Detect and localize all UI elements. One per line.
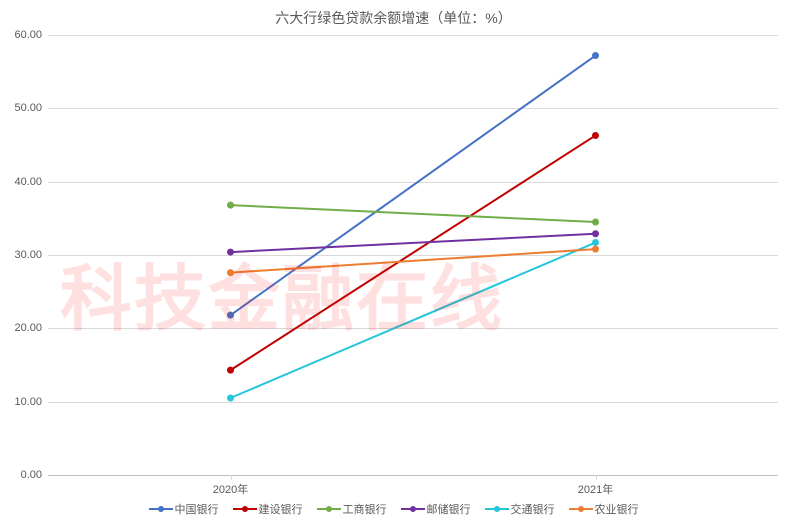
x-axis-label: 2021年 xyxy=(578,475,613,497)
series-line xyxy=(231,243,596,398)
series-marker xyxy=(227,202,234,209)
legend-label: 交通银行 xyxy=(511,501,555,517)
series-marker xyxy=(592,246,599,253)
y-axis-label: 10.00 xyxy=(14,396,48,408)
gridline xyxy=(48,475,778,476)
series-marker xyxy=(227,312,234,319)
series-line xyxy=(231,234,596,252)
legend-item: 交通银行 xyxy=(485,501,555,517)
series-marker xyxy=(227,395,234,402)
series-marker xyxy=(227,269,234,276)
legend-item: 中国银行 xyxy=(149,501,219,517)
legend-label: 中国银行 xyxy=(175,501,219,517)
legend: 中国银行 建设银行 工商银行 邮储银行 交通银行 农业银行 xyxy=(0,501,787,517)
legend-marker xyxy=(569,508,593,510)
y-axis-label: 0.00 xyxy=(21,469,48,481)
series-marker xyxy=(227,249,234,256)
legend-item: 工商银行 xyxy=(317,501,387,517)
legend-marker xyxy=(485,508,509,510)
series-marker xyxy=(592,239,599,246)
y-axis-label: 60.00 xyxy=(14,29,48,41)
legend-marker xyxy=(149,508,173,510)
legend-label: 建设银行 xyxy=(259,501,303,517)
legend-label: 邮储银行 xyxy=(427,501,471,517)
x-axis-label: 2020年 xyxy=(213,475,248,497)
legend-marker xyxy=(317,508,341,510)
series-marker xyxy=(592,230,599,237)
y-axis-label: 50.00 xyxy=(14,102,48,114)
chart-svg xyxy=(48,35,778,475)
legend-label: 工商银行 xyxy=(343,501,387,517)
plot-area: 0.0010.0020.0030.0040.0050.0060.002020年2… xyxy=(48,35,778,475)
y-axis-label: 40.00 xyxy=(14,176,48,188)
series-marker xyxy=(592,52,599,59)
legend-item: 邮储银行 xyxy=(401,501,471,517)
series-marker xyxy=(227,367,234,374)
y-axis-label: 20.00 xyxy=(14,322,48,334)
legend-item: 农业银行 xyxy=(569,501,639,517)
series-line xyxy=(231,205,596,222)
y-axis-label: 30.00 xyxy=(14,249,48,261)
series-line xyxy=(231,56,596,316)
legend-marker xyxy=(233,508,257,510)
legend-item: 建设银行 xyxy=(233,501,303,517)
legend-marker xyxy=(401,508,425,510)
series-marker xyxy=(592,132,599,139)
legend-label: 农业银行 xyxy=(595,501,639,517)
series-marker xyxy=(592,219,599,226)
chart-title: 六大行绿色贷款余额增速（单位：%） xyxy=(0,8,787,28)
